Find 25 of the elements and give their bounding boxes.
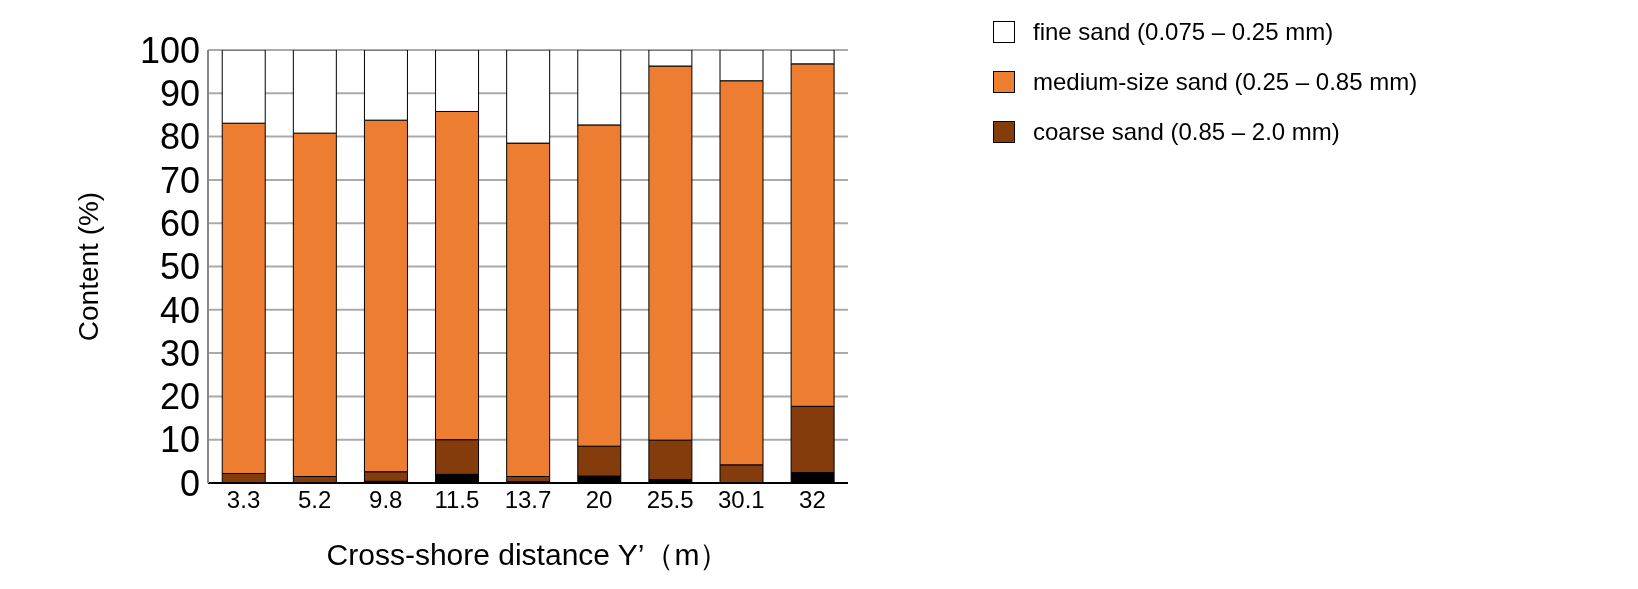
x-tick-label: 11.5: [434, 486, 480, 514]
x-tick-label: 5.2: [297, 486, 332, 514]
y-tick-label: 100: [139, 29, 200, 71]
legend-label: medium-size sand (0.25 – 0.85 mm): [1033, 68, 1418, 96]
y-tick-label: 20: [159, 376, 200, 418]
y-tick-label: 80: [159, 116, 200, 158]
y-tick-label: 90: [159, 73, 200, 115]
y-tick-label: 40: [159, 289, 200, 331]
legend-label: fine sand (0.075 – 0.25 mm): [1033, 18, 1334, 46]
y-tick-label: 70: [159, 159, 200, 201]
x-tick-label: 32: [799, 486, 826, 514]
x-tick-label: 25.5: [646, 486, 694, 514]
legend-label: coarse sand (0.85 – 2.0 mm): [1033, 118, 1340, 146]
x-tick-label: 13.7: [504, 486, 552, 514]
x-tick-label: 20: [585, 486, 613, 514]
x-tick-label: 30.1: [717, 486, 765, 514]
y-tick-label: 10: [159, 419, 200, 461]
x-tick-label: 3.3: [226, 486, 261, 514]
x-tick-label: 9.8: [369, 486, 403, 514]
y-tick-label: 0: [179, 462, 200, 504]
x-axis-title: Cross-shore distance Y’（m）: [326, 538, 730, 571]
y-tick-label: 60: [159, 202, 200, 244]
y-tick-label: 30: [159, 332, 200, 374]
y-axis-title: Content (%): [72, 191, 104, 342]
y-tick-label: 50: [159, 246, 200, 288]
